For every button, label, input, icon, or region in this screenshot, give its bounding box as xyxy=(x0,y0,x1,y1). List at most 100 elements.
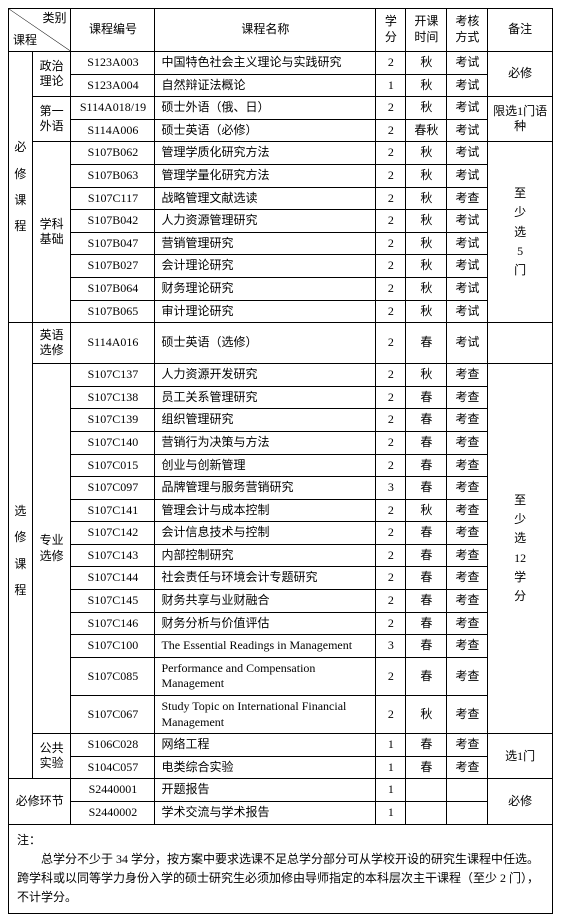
cell-term: 秋 xyxy=(406,74,447,97)
subgroup-foreign: 第一外语 xyxy=(32,97,71,142)
cell-code: S107C015 xyxy=(71,454,155,477)
cell-code: S107C067 xyxy=(71,696,155,734)
notes-block: 注： 总学分不少于 34 学分，按方案中要求选课不足总学分部分可从学校开设的研究… xyxy=(8,825,553,915)
header-row: 类别 课程 课程编号 课程名称 学分 开课时间 考核方式 备注 xyxy=(9,9,553,52)
cell-credit: 2 xyxy=(376,522,406,545)
cell-term: 春 xyxy=(406,635,447,658)
cell-code: S123A003 xyxy=(71,52,155,75)
cell-credit: 2 xyxy=(376,164,406,187)
cell-exam: 考试 xyxy=(447,255,488,278)
cell-exam: 考试 xyxy=(447,232,488,255)
cell-code: S2440001 xyxy=(71,779,155,802)
curriculum-table: 类别 课程 课程编号 课程名称 学分 开课时间 考核方式 备注 必修课程 政治理… xyxy=(8,8,553,825)
cell-code: S107B063 xyxy=(71,164,155,187)
remark-required: 必修 xyxy=(488,52,553,97)
cell-name: 会计信息技术与控制 xyxy=(155,522,376,545)
cell-code: S107C141 xyxy=(71,499,155,522)
cell-credit: 2 xyxy=(376,52,406,75)
cell-credit: 1 xyxy=(376,779,406,802)
cell-term: 秋 xyxy=(406,300,447,323)
cell-term: 秋 xyxy=(406,187,447,210)
cell-name: 硕士英语（必修） xyxy=(155,119,376,142)
table-row: S123A004自然辩证法概论1秋考试 xyxy=(9,74,553,97)
cell-term: 秋 xyxy=(406,277,447,300)
subgroup-eng-elective: 英语选修 xyxy=(32,323,71,364)
cell-term: 春 xyxy=(406,734,447,757)
cell-exam: 考试 xyxy=(447,97,488,120)
cell-exam: 考查 xyxy=(447,454,488,477)
cell-exam: 考查 xyxy=(447,364,488,387)
table-row: S2440002学术交流与学术报告1 xyxy=(9,802,553,825)
cell-credit: 2 xyxy=(376,255,406,278)
cell-name: Performance and Compensation Management xyxy=(155,657,376,695)
table-row: 公共实验 S106C028网络工程1春考查 选1门 xyxy=(9,734,553,757)
cell-credit: 2 xyxy=(376,119,406,142)
cell-code: S107B047 xyxy=(71,232,155,255)
cell-exam: 考查 xyxy=(447,499,488,522)
cell-term: 春 xyxy=(406,431,447,454)
table-row: S107C141管理会计与成本控制2秋考查 xyxy=(9,499,553,522)
cell-name: 自然辩证法概论 xyxy=(155,74,376,97)
cell-credit: 2 xyxy=(376,277,406,300)
cell-exam: 考查 xyxy=(447,522,488,545)
cell-credit: 2 xyxy=(376,612,406,635)
cell-term xyxy=(406,779,447,802)
cell-name: 人力资源管理研究 xyxy=(155,210,376,233)
cell-name: 开题报告 xyxy=(155,779,376,802)
cell-exam: 考查 xyxy=(447,590,488,613)
remark-link: 必修 xyxy=(488,779,553,824)
cell-code: S114A016 xyxy=(71,323,155,364)
cell-code: S107B027 xyxy=(71,255,155,278)
remark-foreign: 限选1门语种 xyxy=(488,97,553,142)
cell-name: 财务分析与价值评估 xyxy=(155,612,376,635)
cell-code: S2440002 xyxy=(71,802,155,825)
cell-name: 中国特色社会主义理论与实践研究 xyxy=(155,52,376,75)
table-row: 选修课程 英语选修 S114A016硕士英语（选修）2春考试 xyxy=(9,323,553,364)
cell-credit: 2 xyxy=(376,657,406,695)
cell-credit: 2 xyxy=(376,142,406,165)
cell-credit: 2 xyxy=(376,386,406,409)
cell-term: 秋 xyxy=(406,232,447,255)
header-credit: 学分 xyxy=(376,9,406,52)
remark-public-lab: 选1门 xyxy=(488,734,553,779)
cell-exam: 考试 xyxy=(447,164,488,187)
cell-credit: 2 xyxy=(376,210,406,233)
table-row: S107C140营销行为决策与方法2春考查 xyxy=(9,431,553,454)
cell-exam: 考查 xyxy=(447,477,488,500)
cell-exam: 考试 xyxy=(447,142,488,165)
cell-code: S107C143 xyxy=(71,544,155,567)
cell-term: 春 xyxy=(406,544,447,567)
table-row: S107C015创业与创新管理2春考查 xyxy=(9,454,553,477)
table-row: S107C145财务共享与业财融合2春考查 xyxy=(9,590,553,613)
table-row: S107C142会计信息技术与控制2春考查 xyxy=(9,522,553,545)
cell-name: Study Topic on International Financial M… xyxy=(155,696,376,734)
cell-name: 营销管理研究 xyxy=(155,232,376,255)
table-row: S104C057电类综合实验1春考查 xyxy=(9,756,553,779)
cell-code: S123A004 xyxy=(71,74,155,97)
cell-term: 秋 xyxy=(406,142,447,165)
notes-line1: 总学分不少于 34 学分，按方案中要求选课不足总学分部分可从学校开设的研究生课程… xyxy=(17,850,544,869)
table-row: S107B063管理学量化研究方法2秋考试 xyxy=(9,164,553,187)
cell-term: 春 xyxy=(406,409,447,432)
table-row: S107C138员工关系管理研究2春考查 xyxy=(9,386,553,409)
cell-exam xyxy=(447,802,488,825)
group-required: 必修课程 xyxy=(9,52,33,323)
header-diag-bottom: 课程 xyxy=(13,33,37,49)
cell-credit: 2 xyxy=(376,499,406,522)
cell-credit: 2 xyxy=(376,431,406,454)
cell-exam: 考查 xyxy=(447,696,488,734)
cell-exam: 考试 xyxy=(447,300,488,323)
cell-code: S107C139 xyxy=(71,409,155,432)
cell-credit: 1 xyxy=(376,802,406,825)
cell-code: S107C145 xyxy=(71,590,155,613)
table-row: 学科基础 S107B062管理学质化研究方法2秋考试 至少选5门 xyxy=(9,142,553,165)
cell-code: S107C146 xyxy=(71,612,155,635)
cell-term: 春 xyxy=(406,454,447,477)
remark-eng-elective xyxy=(488,323,553,364)
cell-exam: 考查 xyxy=(447,409,488,432)
cell-term: 春秋 xyxy=(406,119,447,142)
remark-major-elective: 至少选12学分 xyxy=(488,364,553,734)
cell-code: S107C142 xyxy=(71,522,155,545)
cell-credit: 2 xyxy=(376,187,406,210)
cell-term: 秋 xyxy=(406,210,447,233)
